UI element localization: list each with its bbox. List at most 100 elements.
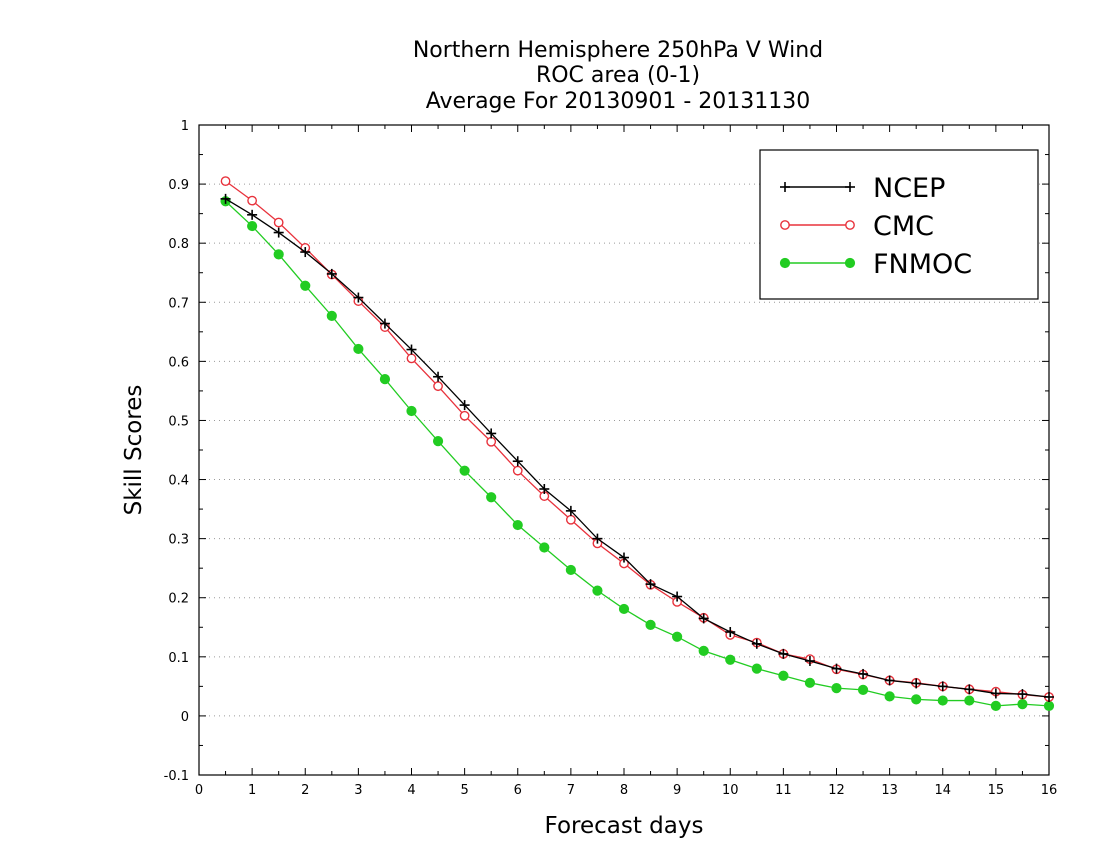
data-point — [326, 268, 337, 279]
y-tick-label: -0.1 — [164, 769, 189, 784]
series-ncep — [220, 193, 1054, 702]
data-point — [858, 668, 869, 679]
data-point — [326, 310, 337, 321]
data-point — [845, 220, 855, 230]
x-tick-label: 7 — [567, 783, 575, 798]
y-axis-label: Skill Scores — [121, 385, 147, 516]
data-point — [911, 678, 922, 689]
x-axis-label: Forecast days — [545, 813, 704, 839]
data-point — [247, 220, 258, 232]
x-tick-label: 13 — [881, 783, 898, 798]
data-point — [1017, 689, 1028, 700]
data-point — [512, 456, 523, 467]
data-point — [698, 613, 709, 624]
data-point — [672, 631, 683, 642]
y-tick-label: 0.8 — [168, 237, 189, 252]
data-point — [884, 675, 895, 686]
x-tick-label: 8 — [620, 783, 628, 798]
data-point — [857, 684, 869, 696]
data-point — [619, 552, 629, 563]
data-point — [486, 436, 497, 447]
data-point — [845, 182, 855, 192]
data-point — [804, 677, 816, 688]
data-point — [459, 400, 470, 411]
data-point — [990, 700, 1001, 711]
data-point — [751, 638, 762, 649]
legend-entry-ncep: NCEP — [780, 173, 945, 204]
y-tick-label: 0 — [181, 710, 189, 725]
y-tick-label: 0.4 — [168, 474, 189, 489]
chart-title-line-1: Northern Hemisphere 250hPa V Wind — [413, 38, 823, 63]
data-point — [911, 694, 922, 705]
x-tick-label: 14 — [934, 783, 951, 798]
data-point — [698, 645, 709, 657]
data-point — [964, 684, 975, 695]
data-point — [1017, 698, 1028, 710]
data-point — [618, 603, 630, 615]
data-point — [433, 371, 444, 382]
data-point — [725, 654, 736, 665]
data-point — [592, 533, 603, 544]
data-point — [406, 353, 417, 364]
legend-entry-fnmoc: FNMOC — [779, 249, 972, 280]
data-point — [459, 410, 470, 421]
data-point — [645, 619, 656, 631]
data-point — [459, 465, 470, 476]
series-fnmoc — [220, 196, 1055, 711]
x-tick-label: 10 — [722, 783, 739, 798]
x-tick-label: 15 — [988, 783, 1005, 798]
x-tick-label: 3 — [354, 783, 362, 798]
x-tick-label: 16 — [1041, 783, 1058, 798]
data-point — [1044, 692, 1054, 702]
data-point — [778, 648, 789, 659]
data-point — [486, 428, 497, 439]
data-point — [353, 292, 364, 303]
data-point — [937, 695, 948, 706]
data-point — [990, 688, 1001, 699]
data-point — [831, 683, 842, 694]
legend: NCEP CMC FNMOC — [759, 149, 1039, 300]
y-tick-label: 0.7 — [168, 296, 189, 311]
data-point — [539, 542, 550, 553]
axes: 0 1 2 3 4 5 6 7 8 9 10 11 12 13 14 15 16-0.100.10.20.30.… — [164, 119, 1058, 798]
data-point — [353, 343, 364, 355]
y-tick-label: 0.6 — [168, 355, 189, 370]
x-tick-label: 6 — [514, 783, 522, 798]
data-point — [273, 227, 284, 238]
data-point — [247, 209, 258, 220]
data-point — [751, 663, 762, 674]
data-point — [565, 564, 576, 576]
y-tick-label: 0.9 — [168, 178, 189, 193]
data-point — [779, 257, 791, 269]
data-point — [844, 257, 856, 269]
legend-entry-cmc: CMC — [780, 211, 934, 242]
y-tick-label: 0.2 — [168, 592, 189, 607]
data-point — [592, 585, 603, 596]
data-point — [804, 655, 815, 666]
data-point — [1043, 700, 1055, 711]
x-tick-label: 4 — [407, 783, 415, 798]
data-point — [379, 318, 390, 329]
y-tick-label: 0.5 — [168, 414, 189, 429]
legend-label: NCEP — [873, 173, 945, 204]
data-point — [884, 691, 895, 702]
y-tick-label: 0.1 — [168, 651, 189, 666]
legend-label: CMC — [873, 211, 934, 242]
data-point — [220, 193, 231, 204]
x-tick-label: 2 — [301, 783, 309, 798]
data-point — [512, 465, 523, 476]
data-point — [379, 373, 391, 385]
data-point — [565, 505, 576, 516]
series-layer — [220, 176, 1055, 711]
data-point — [273, 217, 284, 228]
x-tick-label: 9 — [673, 783, 681, 798]
x-tick-label: 11 — [775, 783, 792, 798]
data-point — [220, 176, 231, 187]
data-point — [565, 514, 576, 525]
legend-label: FNMOC — [873, 249, 972, 280]
x-tick-label: 0 — [195, 783, 203, 798]
chart-title: Northern Hemisphere 250hPa V Wind ROC ar… — [413, 38, 823, 114]
data-point — [780, 220, 790, 230]
data-point — [672, 591, 683, 602]
data-point — [937, 681, 948, 692]
